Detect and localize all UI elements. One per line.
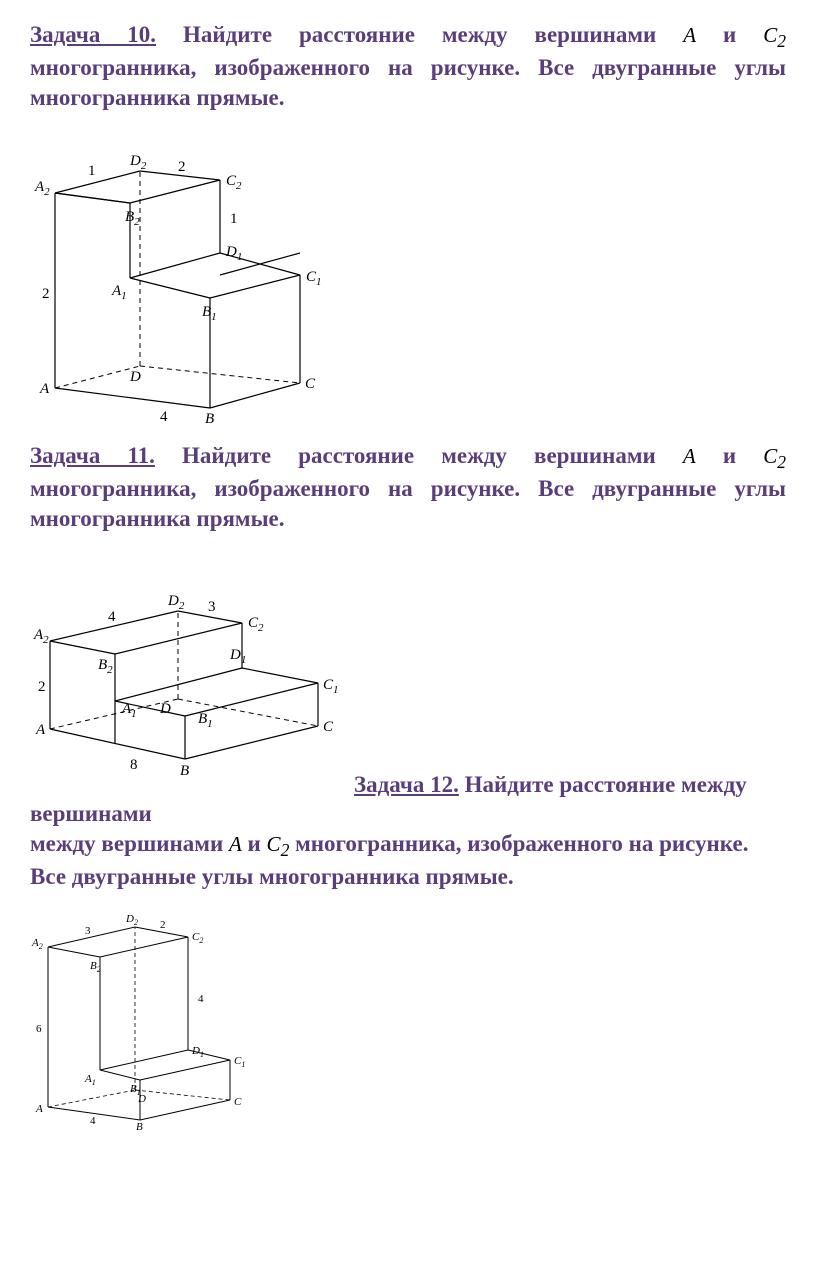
fig11-B: B	[180, 763, 189, 779]
fig11-B2: B2	[98, 657, 113, 676]
fig10-C: C	[305, 376, 316, 392]
fig12-B2: B2	[90, 960, 101, 974]
fig10-A: A	[39, 381, 50, 397]
fig12-A: A	[35, 1103, 43, 1115]
fig10-dim-l: 2	[42, 286, 50, 302]
fig10-D: D	[129, 369, 141, 385]
fig11-dim-tr: 3	[208, 599, 216, 615]
figure-11: A B C D A1 B1 C1 D1 A2 B2 C2 D2 4 3 2 8	[30, 551, 350, 781]
fig12-dim-tr: 2	[160, 919, 166, 931]
fig10-dim-tr: 2	[178, 159, 186, 175]
problem-10-conn: и	[696, 22, 763, 47]
problem-10-text: Задача 10. Найдите расстояние между верш…	[30, 20, 786, 113]
fig12-dim-r: 4	[198, 993, 204, 1005]
problem-10-p1: Найдите расстояние между вершинами	[156, 22, 683, 47]
fig12-D2: D2	[125, 913, 138, 927]
figure-12: A B C D A1 B1 C1 D1 A2 B2 C2 D2 3 2 4 6 …	[30, 902, 786, 1132]
fig11-dim-b: 8	[130, 757, 138, 773]
figure-10: A B C D A1 B1 C1 D1 A2 B2 C2 D2 1 2 1 2 …	[30, 123, 786, 423]
fig11-A1: A1	[121, 701, 137, 720]
fig12-dim-l: 6	[36, 1023, 42, 1035]
fig10-C2: C2	[226, 173, 242, 192]
problem-12-conn: и	[242, 831, 267, 856]
problem-10-p2: многогранника, изображенного на рисунке.…	[30, 55, 786, 110]
problem-11-title: Задача 11.	[30, 443, 155, 468]
problem-10-var2: C2	[763, 23, 786, 47]
fig10-A1: A1	[111, 283, 127, 302]
fig12-C2: C2	[192, 931, 203, 945]
fig12-A1: A1	[84, 1073, 96, 1087]
fig10-dim-b: 4	[160, 409, 168, 423]
fig11-A: A	[35, 722, 46, 738]
fig10-B2: B2	[125, 209, 140, 228]
fig11-D1: D1	[229, 647, 246, 666]
fig10-A2: A2	[34, 179, 50, 198]
problem-12-var1: A	[229, 832, 242, 856]
fig10-D1: D1	[225, 244, 242, 263]
fig12-D1: D1	[191, 1045, 204, 1059]
problem-12-title: Задача 12.	[354, 772, 459, 797]
problem-10-title: Задача 10.	[30, 22, 156, 47]
fig10-dim-tl: 1	[88, 163, 96, 179]
fig11-B1: B1	[198, 711, 213, 730]
fig10-dim-rs: 1	[230, 211, 238, 227]
fig11-dim-tl: 4	[108, 609, 116, 625]
problem-11-var2: C2	[763, 444, 786, 468]
fig12-dim-tl: 3	[85, 925, 91, 937]
fig10-D2: D2	[129, 153, 147, 172]
problem-11-p1: Найдите расстояние между вершинами	[155, 443, 683, 468]
fig11-dim-l: 2	[38, 679, 46, 695]
fig11-A2: A2	[33, 627, 49, 646]
fig12-B1: B1	[130, 1083, 141, 1097]
fig10-B1: B1	[202, 304, 217, 323]
fig10-C1: C1	[306, 269, 322, 288]
problem-11-p2: многогранника, изображенного на рисунке.…	[30, 476, 786, 531]
problem-12-text-cont: между вершинами A и C2 многогранника, из…	[30, 829, 786, 892]
problem-11-var1: A	[683, 444, 696, 468]
fig11-C2: C2	[248, 615, 264, 634]
fig12-C1: C1	[234, 1055, 245, 1069]
problem-12-var2: C2	[267, 832, 290, 856]
fig11-D: D	[159, 701, 171, 717]
fig12-A2: A2	[31, 937, 43, 951]
fig11-C: C	[323, 719, 334, 735]
problem-11-conn: и	[696, 443, 763, 468]
fig11-C1: C1	[323, 677, 339, 696]
fig12-C: C	[234, 1096, 242, 1108]
fig11-D2: D2	[167, 593, 185, 612]
fig12-dim-b: 4	[90, 1115, 96, 1127]
fig10-B: B	[205, 411, 214, 423]
fig12-B: B	[136, 1121, 143, 1132]
problem-11-text: Задача 11. Найдите расстояние между верш…	[30, 441, 786, 534]
problem-10-var1: A	[683, 23, 696, 47]
figure-11-row: A B C D A1 B1 C1 D1 A2 B2 C2 D2 4 3 2 8 …	[30, 543, 786, 829]
